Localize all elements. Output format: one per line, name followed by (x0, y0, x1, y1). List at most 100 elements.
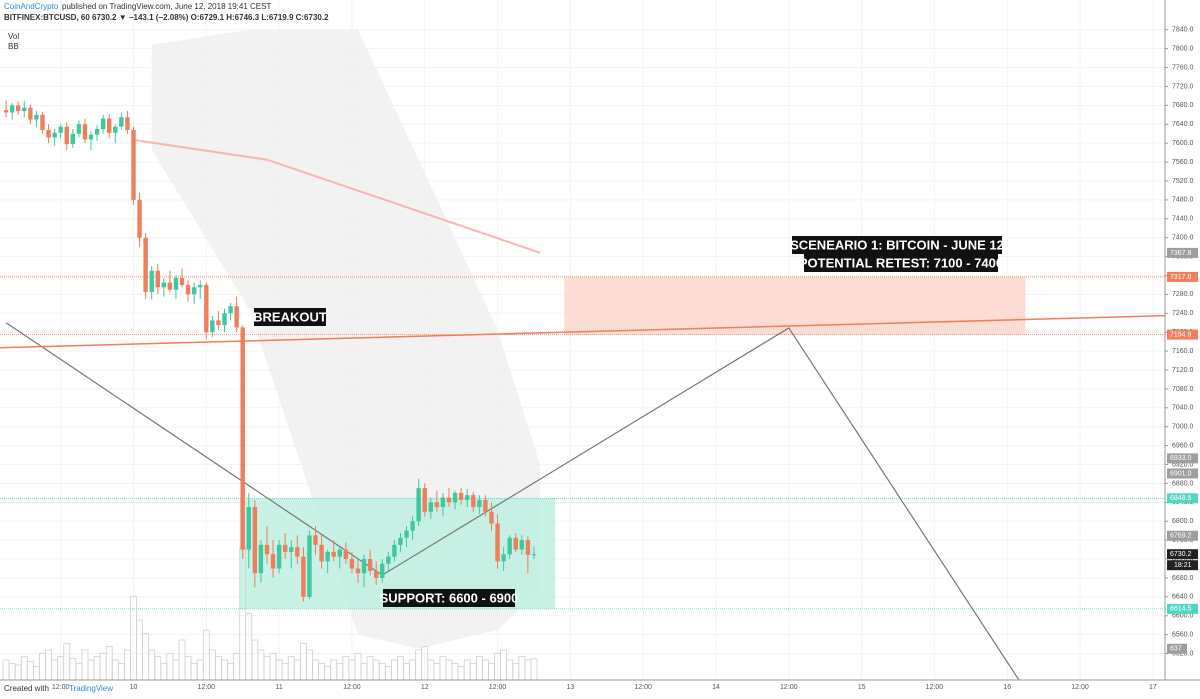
candle-body (422, 488, 427, 512)
volume-bar (451, 662, 459, 680)
y-tick-label: 7240.0 (1172, 310, 1194, 317)
candle-body (313, 535, 318, 545)
x-tick-label: 11 (275, 684, 282, 691)
candle-body (191, 287, 197, 295)
footer: Created with (4, 684, 49, 693)
price-label: 6769.2 (1170, 533, 1192, 540)
volume-bar (45, 649, 52, 680)
candle-body (161, 282, 167, 288)
volume-bar (384, 666, 392, 680)
volume-bar (75, 662, 83, 680)
volume-bar (117, 662, 125, 680)
volume-bar (324, 666, 332, 680)
candle-body (386, 556, 391, 564)
volume-bar (105, 646, 113, 680)
volume-bar (293, 659, 301, 680)
candle-body (46, 129, 51, 138)
y-tick-label: 7760.0 (1172, 64, 1194, 71)
volume-bar (20, 656, 28, 680)
volume-bar (178, 639, 186, 680)
candle-body (307, 535, 312, 597)
candle-body (295, 547, 300, 557)
y-tick-label: 7040.0 (1172, 405, 1194, 412)
y-tick-label: 7840.0 (1172, 27, 1194, 34)
price-label-box (1167, 493, 1198, 504)
candle-body (3, 110, 9, 113)
candle-body (531, 554, 537, 556)
volume-bar (257, 649, 265, 680)
candle-body (458, 492, 464, 500)
candle-body (452, 492, 458, 503)
candle-body (434, 502, 440, 508)
price-label-box (1167, 271, 1198, 282)
volume-bar (154, 656, 162, 680)
annotation-box (383, 589, 515, 607)
volume-label-box (1167, 643, 1187, 654)
candle-body (519, 540, 525, 550)
candle-body (489, 511, 494, 524)
y-tick-label: 6960.0 (1172, 442, 1194, 449)
volume-bar (124, 649, 131, 680)
volume-bar (14, 664, 22, 680)
volume-bar (354, 652, 362, 680)
candle-body (9, 105, 15, 113)
y-tick-label: 7680.0 (1172, 102, 1194, 109)
moving-average (133, 138, 541, 254)
y-tick-label: 6720.0 (1172, 556, 1194, 563)
volume-bar (530, 658, 538, 680)
candle-body (410, 521, 415, 531)
candle-body (392, 544, 397, 557)
candle-body (380, 563, 385, 578)
volume-bar (524, 659, 532, 680)
annotation: POTENTIAL RETEST: 7100 - 7400 (799, 255, 1003, 270)
candle-body (246, 507, 251, 550)
y-tick-label: 7400.0 (1172, 235, 1194, 242)
candle-body (100, 118, 106, 130)
volume-bar (172, 659, 180, 680)
plot-area (0, 0, 1165, 680)
candle-body (234, 306, 239, 328)
candle-body (477, 499, 482, 508)
publisher: CoinAndCrypto (4, 2, 59, 11)
y-tick-label: 7480.0 (1172, 197, 1194, 204)
volume-bar (215, 656, 222, 680)
countdown-box (1167, 560, 1198, 571)
volume-bar (500, 649, 508, 680)
candle-body (446, 497, 452, 503)
candle-body (465, 495, 470, 500)
candle-body (216, 320, 221, 326)
candle-body (228, 306, 233, 314)
candle-body (349, 559, 355, 569)
y-tick-label: 7600.0 (1172, 140, 1194, 147)
candle-body (258, 544, 264, 574)
volume-bar (366, 656, 374, 680)
annotation: BREAKOUT (253, 309, 327, 324)
candle-body (52, 132, 57, 138)
volume-bar (33, 666, 40, 680)
candle-body (404, 530, 409, 538)
annotations: BREAKOUT SCENEARIO 1: BITCOIN - JUNE 12 … (253, 236, 1004, 607)
price-label: 7194.9 (1170, 331, 1192, 338)
price-label: 6730.2 (1170, 551, 1192, 558)
annotation: SCENEARIO 1: BITCOIN - JUNE 12 (790, 237, 1004, 252)
y-tick-label: 7120.0 (1172, 367, 1194, 374)
volume-bar (87, 659, 95, 680)
price-label: 6901.0 (1170, 470, 1192, 477)
price-label-box (1167, 453, 1198, 464)
candle-body (252, 507, 258, 574)
y-tick-label: 7280.0 (1172, 291, 1194, 298)
volume-bar (142, 632, 150, 680)
volume-bar (463, 659, 471, 680)
y-tick-label: 6600.0 (1172, 613, 1194, 620)
y-tick-label: 6680.0 (1172, 575, 1194, 582)
x-tick-label: 12:00 (489, 684, 507, 691)
candle-body (343, 549, 349, 560)
volume-bar (312, 659, 319, 680)
volume-bar (409, 659, 417, 680)
candle-body (76, 124, 82, 134)
candle-body (137, 199, 142, 238)
x-tick-label: 12:00 (780, 684, 798, 691)
volume-bar (518, 656, 526, 680)
volume-bar (482, 659, 489, 680)
volume-bar (445, 659, 453, 680)
